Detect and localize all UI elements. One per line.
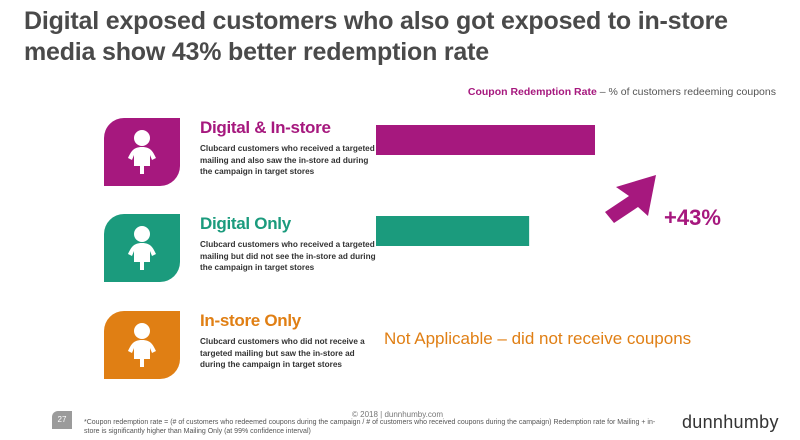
baby-icon xyxy=(128,323,156,367)
segment-name: Digital & In-store xyxy=(200,118,331,137)
segment-icon-box xyxy=(104,214,180,282)
segment-description: Clubcard customers who did not receive a… xyxy=(200,337,365,369)
metric-description: – % of customers redeeming coupons xyxy=(596,86,776,98)
up-arrow-icon xyxy=(605,175,656,223)
change-percentage-label: +43% xyxy=(664,205,721,230)
segment-icon-box xyxy=(104,118,180,186)
segment-digital-only: Digital Only Clubcard customers who rece… xyxy=(104,214,434,282)
metric-note: Coupon Redemption Rate – % of customers … xyxy=(468,86,776,98)
page-number: 27 xyxy=(52,411,72,429)
segment-name: In-store Only xyxy=(200,311,301,330)
metric-name: Coupon Redemption Rate xyxy=(467,86,597,98)
segment-name: Digital Only xyxy=(200,214,291,233)
baby-icon xyxy=(128,130,156,174)
segment-description: Clubcard customers who received a target… xyxy=(200,144,375,176)
brand-logo: dunnhumby xyxy=(682,412,779,432)
not-applicable-label: Not Applicable – did not receive coupons xyxy=(384,329,692,348)
segment-description: Clubcard customers who received a target… xyxy=(200,240,376,272)
segment-instore-only: In-store Only Clubcard customers who did… xyxy=(104,311,434,379)
segment-icon-box xyxy=(104,311,180,379)
slide-title: Digital exposed customers who also got e… xyxy=(24,7,728,66)
segment-digital-instore: Digital & In-store Clubcard customers wh… xyxy=(104,118,434,186)
baby-icon xyxy=(128,226,156,270)
copyright: © 2018 | dunnhumby.com xyxy=(352,410,443,419)
footnote: *Coupon redemption rate = (# of customer… xyxy=(84,419,656,435)
